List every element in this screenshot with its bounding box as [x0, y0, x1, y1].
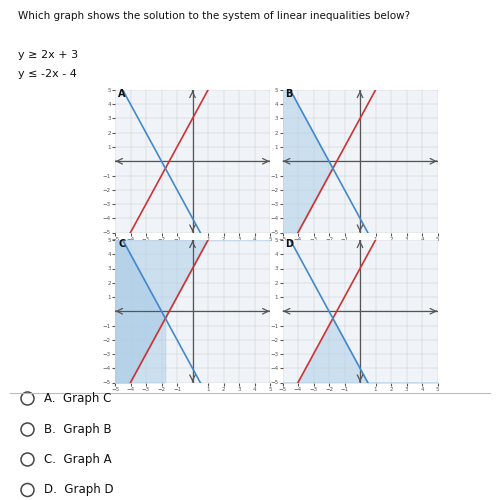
Text: Which graph shows the solution to the system of linear inequalities below?: Which graph shows the solution to the sy…: [18, 11, 409, 21]
Text: D: D: [286, 239, 294, 249]
Text: B: B: [286, 89, 293, 99]
Text: A: A: [118, 89, 126, 99]
Text: y ≥ 2x + 3: y ≥ 2x + 3: [18, 50, 78, 60]
Text: D.  Graph D: D. Graph D: [44, 484, 114, 496]
Text: B.  Graph B: B. Graph B: [44, 423, 112, 436]
Text: A.  Graph C: A. Graph C: [44, 392, 112, 405]
Text: C.  Graph A: C. Graph A: [44, 453, 112, 466]
Text: y ≤ -2x - 4: y ≤ -2x - 4: [18, 69, 76, 79]
Text: C: C: [118, 239, 126, 249]
